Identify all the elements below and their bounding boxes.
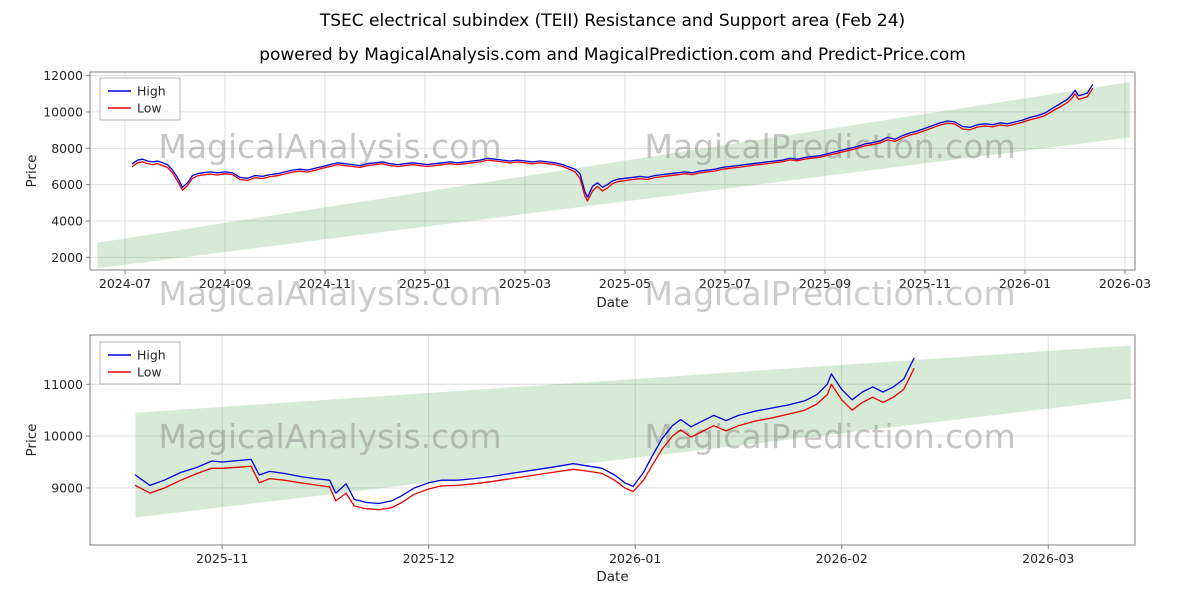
legend-box [99, 77, 181, 121]
y-tick-label: 2000 [51, 250, 83, 265]
plot-border [89, 71, 1136, 271]
x-tick-label: 2025-09 [799, 276, 851, 291]
x-tick-label: 2025-12 [403, 551, 455, 566]
x-tick-label: 2025-05 [599, 276, 651, 291]
low-line [134, 368, 915, 511]
x-tick-label: 2025-07 [699, 276, 751, 291]
watermark-text: MagicalPrediction.com [644, 417, 1015, 456]
x-tick-label: 2024-11 [299, 276, 351, 291]
x-tick-label: 2025-11 [196, 551, 248, 566]
y-tick-label: 6000 [51, 177, 83, 192]
x-tick-label: 2025-11 [899, 276, 951, 291]
y-tick-label: 11000 [43, 377, 83, 392]
low-line [131, 88, 1094, 202]
high-line [134, 357, 915, 505]
watermark-text: MagicalAnalysis.com [158, 127, 501, 166]
support-resistance-band [135, 345, 1131, 518]
bottom-chart: MagicalAnalysis.com MagicalPrediction.com… [24, 334, 1136, 585]
plot-border [89, 334, 1136, 546]
x-tick-label: 2024-07 [99, 276, 151, 291]
legend-label: Low [137, 101, 162, 116]
y-tick-label: 12000 [43, 68, 83, 83]
x-axis-label: Date [596, 295, 628, 311]
top-chart: MagicalAnalysis.com MagicalPrediction.com… [24, 68, 1151, 311]
x-tick-label: 2025-03 [499, 276, 551, 291]
y-axis-label: Price [24, 155, 40, 188]
y-axis-label: Price [24, 424, 40, 457]
x-tick-label: 2025-01 [399, 276, 451, 291]
x-tick-label: 2026-02 [816, 551, 868, 566]
y-tick-label: 4000 [51, 213, 83, 228]
legend-label: High [137, 348, 166, 363]
watermark-text: MagicalPrediction.com [644, 127, 1015, 166]
support-resistance-band [97, 81, 1130, 269]
y-tick-label: 9000 [51, 480, 83, 495]
x-tick-label: 2026-01 [999, 276, 1051, 291]
y-tick-label: 8000 [51, 141, 83, 156]
x-tick-label: 2026-03 [1099, 276, 1151, 291]
watermark-text: MagicalAnalysis.com [158, 417, 501, 456]
figure-subtitle: powered by MagicalAnalysis.com and Magic… [259, 45, 966, 65]
x-tick-label: 2026-03 [1022, 551, 1074, 566]
y-tick-label: 10000 [43, 104, 83, 119]
legend-label: Low [137, 365, 162, 380]
legend-box [99, 341, 181, 385]
figure-title: TSEC electrical subindex (TEII) Resistan… [319, 11, 906, 31]
high-line [131, 84, 1094, 198]
legend-label: High [137, 84, 166, 99]
x-axis-label: Date [596, 569, 628, 585]
x-tick-label: 2024-09 [199, 276, 251, 291]
y-tick-label: 10000 [43, 429, 83, 444]
x-tick-label: 2026-01 [609, 551, 661, 566]
